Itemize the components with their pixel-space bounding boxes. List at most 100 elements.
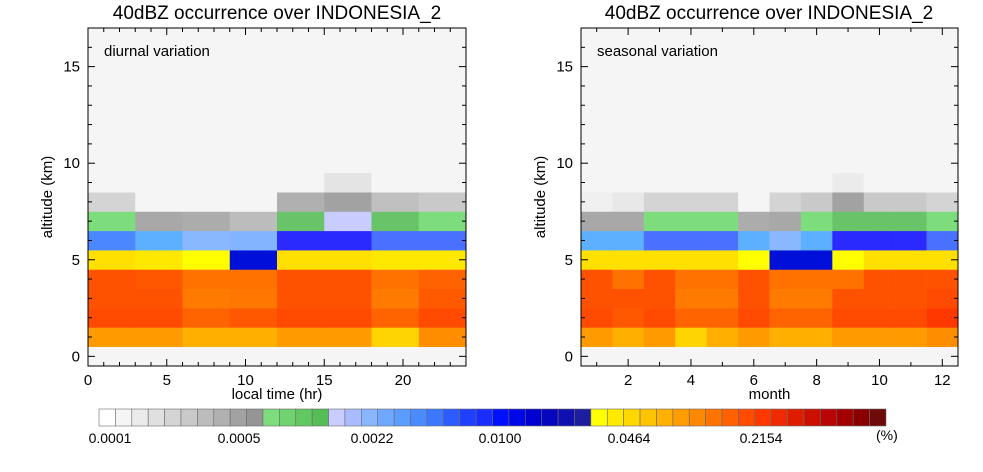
heatmap-cell <box>324 250 372 270</box>
colorbar-swatch <box>656 408 674 427</box>
heatmap-cell <box>418 288 467 309</box>
heatmap-cell <box>926 230 959 251</box>
colorbar-swatch <box>164 408 182 427</box>
colorbar-swatch <box>344 408 362 427</box>
x-tick-label: 5 <box>163 372 171 389</box>
heatmap-cell <box>88 211 136 232</box>
heatmap-cell <box>88 288 136 309</box>
heatmap-cell <box>135 192 183 212</box>
heatmap-cell <box>612 28 645 174</box>
y-axis-label: altitude (km) <box>39 156 56 239</box>
colorbar-swatch <box>787 408 805 427</box>
x-tick-label: 15 <box>316 372 333 389</box>
x-tick-label: 20 <box>395 372 412 389</box>
heatmap-cell <box>182 308 231 328</box>
heatmap-cell <box>643 172 676 193</box>
heatmap-cell <box>832 269 865 290</box>
y-tick-label: 15 <box>556 59 573 76</box>
heatmap-cell <box>832 192 865 212</box>
heatmap-cell <box>706 211 739 232</box>
colorbar-tick-label: 0.0001 <box>89 430 132 446</box>
heatmap-cell <box>706 327 739 347</box>
heatmap-cell <box>706 269 739 290</box>
heatmap-cell <box>277 308 325 328</box>
heatmap-cell <box>371 250 420 270</box>
heatmap-cell <box>675 28 707 174</box>
heatmap-cell <box>675 250 707 270</box>
x-tick-label: 2 <box>624 372 632 389</box>
colorbar-swatch <box>311 408 329 427</box>
heatmap-cell <box>229 192 278 212</box>
colorbar-swatch <box>639 408 657 427</box>
heatmap-cell <box>769 269 802 290</box>
x-tick-label: 12 <box>934 372 951 389</box>
heatmap-cell <box>581 230 613 251</box>
heatmap-cell <box>706 28 739 174</box>
colorbar-swatch <box>98 408 116 427</box>
heatmap-cell <box>926 308 959 328</box>
heatmap-cell <box>371 327 420 347</box>
heatmap-cell <box>895 28 927 174</box>
colorbar-tick-label: 0.0464 <box>608 430 651 446</box>
heatmap-cell <box>581 28 613 174</box>
heatmap-cell <box>863 288 896 309</box>
heatmap-cell <box>612 250 645 270</box>
heatmap-cell <box>738 288 770 309</box>
seasonal-panel: 0 5 10 15 2 4 6 8 10 12 40dBZ occurrence over INDO… <box>532 3 959 403</box>
heatmap-cell <box>324 172 372 193</box>
heatmap-cell <box>182 269 231 290</box>
plot-frame <box>580 27 959 367</box>
heatmap-cell <box>418 211 467 232</box>
heatmap-cell <box>182 327 231 347</box>
colorbar-swatch <box>705 408 723 427</box>
colorbar-swatch <box>131 408 149 427</box>
colorbar-swatch <box>770 408 788 427</box>
heatmap-cell <box>581 308 613 328</box>
heatmap-cell <box>926 172 959 193</box>
heatmap-cell <box>581 269 613 290</box>
heatmap-cell <box>926 211 959 232</box>
colorbar-swatch <box>590 408 608 427</box>
heatmap-cell <box>706 230 739 251</box>
heatmap-cell <box>581 250 613 270</box>
heatmap-cell <box>418 192 467 212</box>
colorbar-swatch <box>508 408 526 427</box>
heatmap-cell <box>581 192 613 212</box>
x-tick-label: 4 <box>687 372 695 389</box>
heatmap-cell <box>643 308 676 328</box>
heatmap-cell <box>643 192 676 212</box>
heatmap-cell <box>612 288 645 309</box>
colorbar-swatch <box>377 408 395 427</box>
heatmap-cell <box>643 250 676 270</box>
heatmap-cell <box>769 172 802 193</box>
heatmap-cell <box>895 250 927 270</box>
heatmap-cell <box>769 192 802 212</box>
colorbar-swatch <box>213 408 231 427</box>
heatmap-cell <box>832 211 865 232</box>
heatmap-cell <box>324 211 372 232</box>
heatmap-cell <box>277 28 325 174</box>
heatmap-cell <box>832 327 865 347</box>
heatmap-cell <box>88 327 136 347</box>
heatmap-cell <box>371 172 420 193</box>
heatmap-cell <box>738 327 770 347</box>
heatmap-cell <box>277 230 325 251</box>
colorbar-tick-label: 0.0022 <box>351 430 394 446</box>
heatmap-cell <box>643 28 676 174</box>
heatmap-cell <box>675 327 707 347</box>
heatmap-cell <box>738 211 770 232</box>
heatmap-cell <box>738 269 770 290</box>
heatmap-cell <box>738 308 770 328</box>
heatmap-cell <box>371 288 420 309</box>
heatmap-cell <box>229 172 278 193</box>
heatmap-cell <box>832 250 865 270</box>
heatmap-cell <box>800 192 833 212</box>
heatmap-cell <box>800 308 833 328</box>
heatmap-cell <box>926 288 959 309</box>
heatmap-cell <box>832 28 865 174</box>
heatmap-cell <box>229 211 278 232</box>
heatmap-cell <box>643 211 676 232</box>
heatmap-cell <box>324 308 372 328</box>
heatmap-cell <box>229 28 278 174</box>
heatmap-cell <box>895 192 927 212</box>
